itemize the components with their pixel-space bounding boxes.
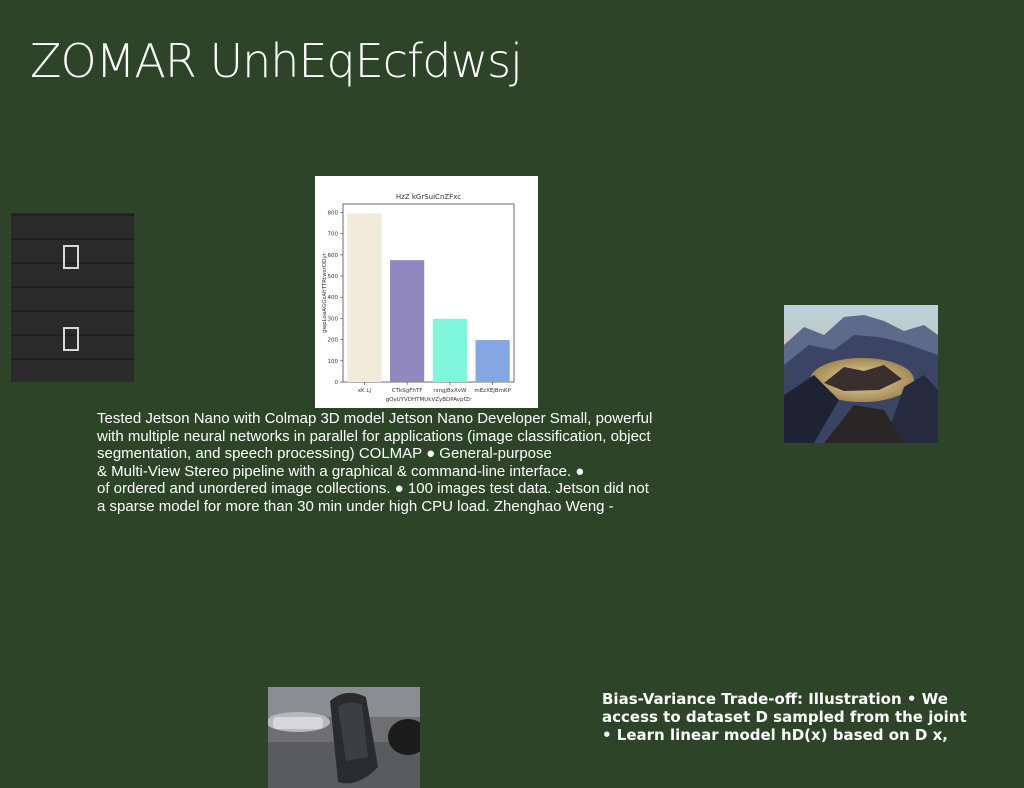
bias-variance-text: Bias-Variance Trade-off: Illustration • …	[602, 690, 1012, 744]
y-tick-label: 100	[328, 359, 339, 365]
y-tick-label: 600	[328, 253, 339, 259]
paragraph-line: with multiple neural networks in paralle…	[97, 427, 651, 445]
x-tick-label: mEzXEjBmKP	[474, 388, 511, 394]
street-photo-image	[268, 687, 420, 788]
plot-frame	[342, 203, 515, 383]
y-tick-label: 400	[328, 295, 339, 301]
bar	[432, 318, 467, 382]
paragraph-line: segmentation, and speech processing) COL…	[97, 445, 552, 463]
paragraph-line: & Multi-View Stereo pipeline with a grap…	[97, 462, 585, 480]
y-tick-label: 0	[335, 380, 339, 386]
missing-glyph-icon	[63, 245, 79, 269]
dark-thumbnail-image	[11, 213, 134, 382]
bias-text-line: Bias-Variance Trade-off: Illustration • …	[602, 690, 948, 708]
x-tick-label: CTkSgFhTF	[392, 388, 423, 394]
y-tick-label: 500	[328, 274, 339, 280]
bar	[390, 260, 425, 382]
chart-title: HzZ kGrSuiCnZFxc	[396, 193, 461, 201]
bias-text-line: • Learn linear model hD(x) based on D x,	[602, 726, 948, 744]
x-tick-label: xK Lj	[358, 388, 372, 394]
paragraph-line: a sparse model for more than 30 min unde…	[97, 497, 614, 515]
mountain-lake-image	[784, 305, 938, 443]
y-axis-label: gwpLoaAGGzAhTTRtwsrODyr	[322, 252, 328, 333]
page-title: ZOMAR UnhEqEcfdwsj	[30, 34, 523, 88]
y-tick-label: 200	[328, 338, 339, 344]
bar	[347, 213, 382, 382]
y-tick-label: 300	[328, 316, 339, 322]
bar-chart-svg: HzZ kGrSuiCnZFxc 0 100 200 300 400 500 600 700 80…	[322, 193, 515, 403]
bias-text-line: access to dataset D sampled from the joi…	[602, 708, 967, 726]
missing-glyph-icon	[63, 327, 79, 351]
paragraph-line: Tested Jetson Nano with Colmap 3D model …	[97, 410, 653, 427]
x-tick-label: rsngjBxXvW	[433, 388, 467, 394]
jetson-paragraph: Tested Jetson Nano with Colmap 3D model …	[97, 410, 707, 516]
y-tick-label: 700	[328, 232, 339, 238]
paragraph-line: of ordered and unordered image collectio…	[97, 480, 649, 498]
x-axis-label: gOvUYVDHTMUkVZyBDPAvpfZr	[386, 397, 473, 403]
bar-chart: HzZ kGrSuiCnZFxc 0 100 200 300 400 500 600 700 80…	[315, 176, 538, 408]
y-tick-label: 800	[328, 210, 339, 216]
bar	[475, 340, 510, 382]
